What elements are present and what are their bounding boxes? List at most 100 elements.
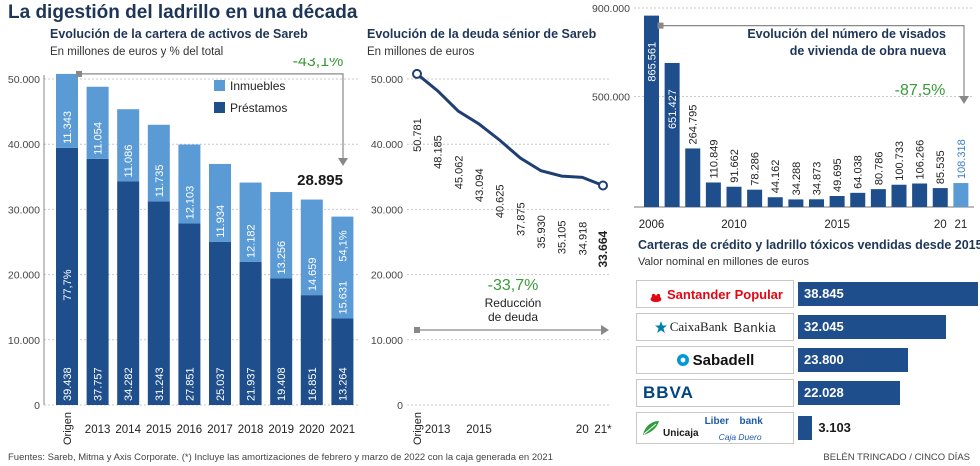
permits-value-label: 865.561 <box>647 42 659 82</box>
debt-value-label: 45.062 <box>453 156 465 190</box>
liberbank-block: Liber bank Caja Duero <box>705 415 763 442</box>
assets-share-2021: 54,1% <box>337 230 349 261</box>
assets-label-inmuebles: 15.631 <box>337 281 349 315</box>
sabadell-logo: Sabadell <box>636 346 794 374</box>
debt-value-label: 40.625 <box>495 184 507 218</box>
permits-value-label: 264.795 <box>688 105 700 145</box>
bankia-name: Bankia <box>733 319 777 335</box>
debt-value-label: 35.105 <box>557 220 569 254</box>
assets-label-inmuebles: 11.086 <box>123 145 135 178</box>
assets-legend-label-inmuebles: Inmuebles <box>230 79 285 93</box>
sales-bar-caixabank <box>798 315 947 339</box>
assets-x-tick-label: 2016 <box>177 424 203 436</box>
assets-x-tick-label: 2020 <box>299 424 325 436</box>
unicaja-logo: Unicaja Liber bank Caja Duero <box>636 412 794 444</box>
permits-y-tick-label: 900.000 <box>592 3 630 15</box>
debt-x-tick-label: 2013 <box>425 424 451 436</box>
sales-row-bbva: BBVA 22.028 <box>634 379 980 407</box>
assets-label-inmuebles: 11.054 <box>93 122 105 155</box>
permits-x-tick-label: 2006 <box>639 219 665 231</box>
unicaja-leaf-icon <box>643 421 659 435</box>
assets-label-prestamos: 31.243 <box>154 367 166 401</box>
sales-bar-bbva <box>798 381 901 405</box>
assets-change-label: -43,1% <box>293 58 344 70</box>
debt-value-label: 34.918 <box>577 222 589 256</box>
santander-name: Santander <box>667 286 731 302</box>
permits-change-start-marker <box>657 22 664 29</box>
assets-x-tick-label: Origen <box>62 412 74 445</box>
debt-x-tick-label: 21* <box>594 424 612 436</box>
assets-label-inmuebles: 12.103 <box>184 186 196 220</box>
debt-value-label: 50.781 <box>412 118 424 152</box>
assets-final-total: 28.895 <box>297 172 343 189</box>
assets-bar-prestamos <box>56 147 78 405</box>
assets-bar-prestamos <box>209 241 231 405</box>
debt-y-tick-label: 20.000 <box>371 270 403 282</box>
debt-y-tick-label: 40.000 <box>371 139 403 151</box>
permits-x-tick-label: 20 <box>934 219 947 231</box>
permits-bar <box>912 183 928 207</box>
liberbank-name-1: Liber <box>704 415 730 427</box>
permits-bar <box>788 199 804 207</box>
permits-x-tick-label: 2010 <box>721 219 747 231</box>
caixabank-name: CaixaBank <box>669 319 728 334</box>
assets-label-inmuebles: 14.659 <box>307 257 319 291</box>
assets-y-tick-label: 10.000 <box>8 335 40 347</box>
permits-bar <box>767 197 783 207</box>
sales-chart: Santander Popular 38.845 CaixaBank Banki… <box>634 278 980 448</box>
debt-y-tick-label: 0 <box>397 400 403 412</box>
assets-bar-inmuebles <box>239 182 262 262</box>
debt-subtitle: En millones de euros <box>367 46 475 58</box>
assets-x-tick-label: 2017 <box>207 424 233 436</box>
assets-label-prestamos: 21.937 <box>246 367 258 401</box>
permits-title-line-2: de vivienda de obra nueva <box>790 44 947 58</box>
sabadell-dot-icon <box>676 354 689 366</box>
unicaja-name: Unicaja <box>663 427 699 439</box>
debt-y-tick-label: 30.000 <box>371 204 403 216</box>
assets-title: Evolución de la cartera de activos de Sa… <box>50 27 308 41</box>
assets-y-tick-label: 20.000 <box>8 270 40 282</box>
sales-value-bbva: 22.028 <box>804 385 844 400</box>
bbva-logo: BBVA <box>636 379 794 407</box>
sabadell-name: Sabadell <box>692 351 755 369</box>
debt-x-tick-label: 20 <box>576 424 589 436</box>
sales-row-santander: Santander Popular 38.845 <box>634 280 980 308</box>
assets-label-inmuebles: 13.256 <box>276 241 288 275</box>
permits-value-label: 91.662 <box>729 149 741 183</box>
assets-label-prestamos: 25.037 <box>215 367 227 401</box>
assets-label-prestamos: 16.851 <box>307 367 319 401</box>
sales-value-santander: 38.845 <box>804 286 844 301</box>
assets-bar-inmuebles <box>178 144 201 224</box>
assets-label-inmuebles: 11.934 <box>215 205 227 238</box>
permits-change-label: -87,5% <box>895 82 946 99</box>
main-title: La digestión del ladrillo en una década <box>8 2 358 23</box>
assets-change-arrowhead <box>338 158 348 166</box>
assets-bar-prestamos <box>300 295 323 405</box>
assets-y-tick-label: 30.000 <box>8 204 40 216</box>
permits-title-line-1: Evolución del número de visados <box>747 27 946 41</box>
assets-bar-prestamos <box>331 318 354 405</box>
permits-value-label: 78.286 <box>750 152 762 186</box>
permits-bar <box>850 192 866 207</box>
assets-x-tick-label: 2014 <box>115 424 141 436</box>
debt-x-tick-label: Origen <box>412 412 424 445</box>
debt-change-label: -33,7% <box>488 277 539 294</box>
debt-value-label: 35.930 <box>536 215 548 249</box>
santander-logo: Santander Popular <box>636 280 794 308</box>
debt-value-label: 43.094 <box>474 168 486 202</box>
permits-value-label: 108.318 <box>956 139 968 179</box>
debt-change-start-marker <box>414 327 420 333</box>
assets-share-origen: 77,7% <box>62 269 74 300</box>
assets-x-tick-label: 2015 <box>146 424 172 436</box>
debt-y-tick-label: 10.000 <box>371 335 403 347</box>
sales-subtitle: Valor nominal en millones de euros <box>638 256 809 268</box>
debt-change-note-2: de deuda <box>488 310 538 324</box>
permits-chart: 900.000 500.000 865.561 2006 651.427 264.795 1… <box>592 3 974 231</box>
caixabank-logo: CaixaBank Bankia <box>636 313 794 341</box>
debt-title: Evolución de la deuda sénior de Sareb <box>367 27 597 41</box>
permits-value-label: 44.162 <box>770 160 782 194</box>
santander-flame-icon <box>650 286 662 302</box>
permits-bar <box>829 196 845 207</box>
sales-bar-santander <box>798 282 978 306</box>
assets-bar-inmuebles <box>331 216 354 319</box>
